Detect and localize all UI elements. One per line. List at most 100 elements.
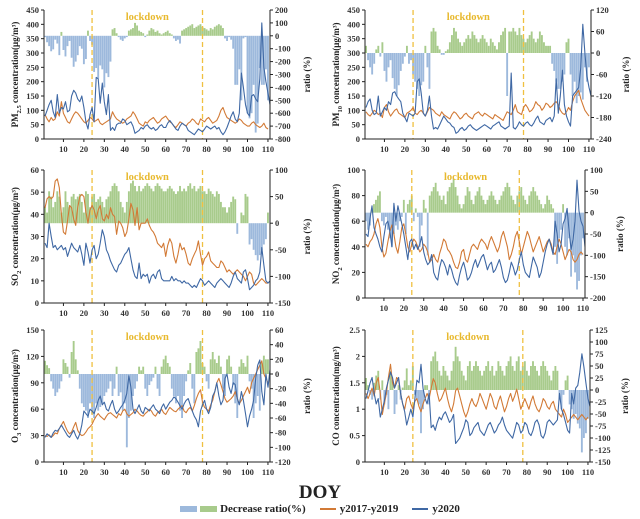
ratio-bar: [387, 390, 390, 410]
y-tick-label: 0: [35, 134, 39, 144]
ratio-bar: [121, 374, 124, 411]
ratio-bar: [232, 196, 235, 224]
ratio-bar: [452, 361, 455, 390]
ratio-bar: [567, 38, 570, 53]
ratio-bar: [70, 352, 73, 374]
ratio-bar: [367, 212, 369, 230]
ratio-bar: [424, 45, 427, 53]
ratio-bar: [389, 53, 392, 61]
ratio-bar: [82, 374, 85, 407]
ratio-bar: [181, 30, 183, 36]
ratio-bar: [46, 35, 49, 43]
ratio-bar: [187, 370, 190, 374]
ratio-bar: [502, 191, 505, 213]
ratio-bar: [119, 35, 122, 40]
ratio-bar: [142, 366, 145, 374]
ratio-bar: [97, 374, 100, 411]
ratio-bar: [66, 201, 69, 224]
y-tick-label: 1: [356, 404, 360, 414]
ratio-bar: [187, 185, 190, 224]
ratio-bar: [454, 187, 457, 213]
y2-tick-label: 100: [590, 165, 603, 175]
ratio-bar: [552, 208, 555, 213]
ratio-bar: [415, 390, 418, 400]
ratio-bar: [564, 212, 567, 247]
x-tick-label: 60: [482, 467, 491, 477]
ratio-bar: [121, 35, 124, 41]
x-tick-label: 90: [539, 303, 548, 313]
y2-tick-label: -120: [275, 457, 291, 467]
ratio-bar: [256, 223, 259, 261]
ratio-bar: [64, 35, 67, 57]
x-tick-label: 80: [202, 308, 211, 318]
legend-line-baseline: [319, 508, 336, 510]
ratio-bar: [228, 207, 231, 224]
y2-tick-label: 0: [275, 218, 279, 228]
line-y2020: [44, 222, 271, 291]
ratio-bar: [518, 27, 521, 53]
ratio-bar: [230, 366, 233, 374]
ratio-bar: [508, 187, 511, 213]
y-tick-label: 250: [347, 62, 360, 72]
y-tick-label: 200: [347, 77, 360, 87]
ratio-bar: [136, 25, 138, 36]
x-tick-label: 20: [400, 303, 409, 313]
ratio-bar: [56, 191, 59, 224]
ratio-bar: [491, 366, 494, 390]
ratio-bar: [267, 35, 269, 101]
ratio-bar: [260, 35, 263, 85]
ratio-bar: [403, 380, 406, 390]
ratio-bar: [538, 31, 541, 53]
ratio-bar: [84, 35, 87, 60]
ratio-bar: [74, 35, 77, 62]
x-tick-label: 90: [543, 467, 552, 477]
ratio-bar: [508, 31, 511, 53]
y-tick-label: 120: [26, 351, 39, 361]
ratio-bar: [477, 42, 480, 53]
ratio-bar: [503, 375, 506, 390]
ratio-bar: [413, 390, 416, 395]
y-tick-label: 50: [352, 120, 361, 130]
ratio-bar: [132, 180, 134, 224]
x-tick-label: 70: [502, 467, 511, 477]
ratio-bar: [424, 208, 427, 213]
ratio-bar: [517, 356, 520, 390]
x-tick-label: 20: [80, 144, 89, 154]
ratio-bar: [209, 191, 212, 224]
y2-tick-label: -100: [275, 271, 291, 281]
line-y2017-y2019: [365, 89, 590, 121]
ratio-bar: [172, 35, 175, 39]
ratio-bar: [513, 370, 516, 390]
y2-tick-label: 50: [595, 361, 604, 371]
ratio-bar: [557, 53, 560, 89]
line-y2017-y2019: [44, 360, 269, 438]
x-tick-label: 100: [561, 467, 574, 477]
ratio-bar: [219, 201, 222, 224]
ratio-bar: [464, 380, 467, 390]
ratio-bar: [416, 212, 419, 217]
x-tick-label: 90: [223, 308, 232, 318]
ratio-bar: [58, 35, 61, 56]
legend-swatch-positive: [200, 506, 218, 512]
ratio-bar: [68, 374, 71, 378]
ratio-bar: [119, 374, 122, 393]
ratio-bar: [250, 35, 253, 114]
ratio-bar: [142, 33, 145, 36]
ratio-bar: [514, 31, 517, 53]
ratio-bar: [148, 30, 151, 36]
ratio-bar: [162, 191, 165, 224]
x-tick-label: 70: [182, 308, 191, 318]
ratio-bar: [103, 35, 106, 88]
ratio-bar: [234, 199, 237, 224]
ratio-bar: [582, 390, 585, 438]
ratio-bar: [213, 359, 216, 374]
ratio-bar: [193, 28, 196, 36]
ratio-bar: [240, 35, 243, 101]
x-tick-label: 40: [439, 303, 448, 313]
ratio-bar: [452, 178, 455, 213]
ratio-bar: [174, 374, 177, 404]
ratio-bar: [89, 207, 91, 224]
ratio-bar: [72, 193, 75, 224]
ratio-bar: [246, 35, 249, 114]
ratio-bar: [377, 45, 380, 53]
